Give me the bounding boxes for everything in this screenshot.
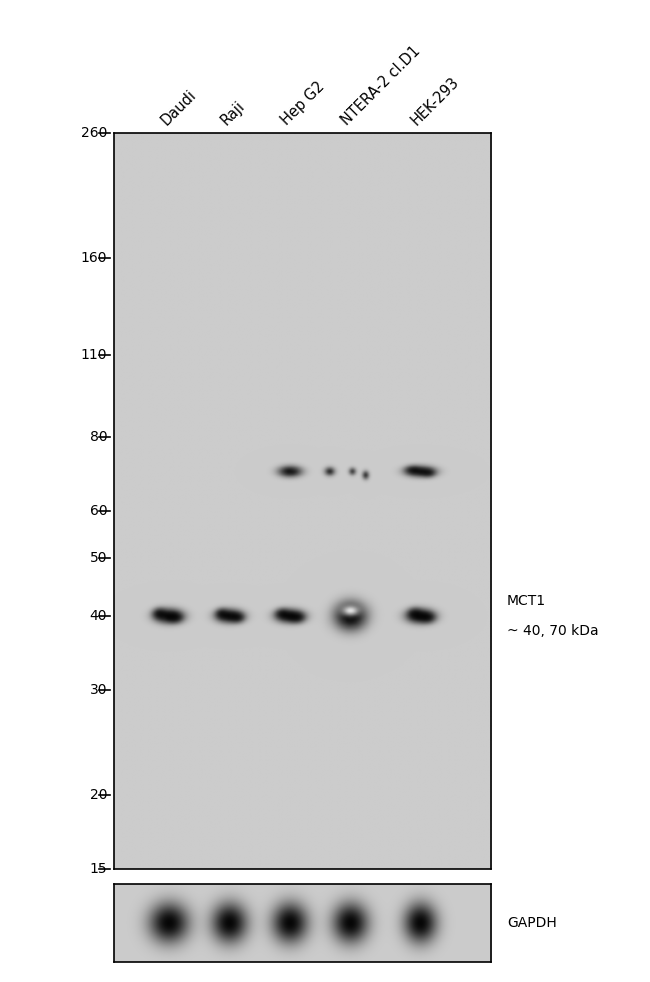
Text: 30: 30 [90,683,107,697]
Text: Hep G2: Hep G2 [278,79,328,128]
Text: GAPDH: GAPDH [507,916,557,930]
Text: 80: 80 [90,430,107,444]
Text: HEK-293: HEK-293 [408,74,462,128]
Text: 110: 110 [81,348,107,361]
Text: 40: 40 [90,609,107,623]
Text: 160: 160 [81,251,107,265]
Text: 50: 50 [90,551,107,566]
Text: 15: 15 [90,862,107,876]
Text: MCT1: MCT1 [507,594,546,608]
Text: NTERA-2 cl.D1: NTERA-2 cl.D1 [339,43,424,128]
Text: Raji: Raji [218,98,248,128]
Text: 260: 260 [81,126,107,139]
Text: 20: 20 [90,788,107,801]
Text: Daudi: Daudi [158,86,199,128]
Text: ~ 40, 70 kDa: ~ 40, 70 kDa [507,624,599,637]
Text: 60: 60 [90,504,107,518]
